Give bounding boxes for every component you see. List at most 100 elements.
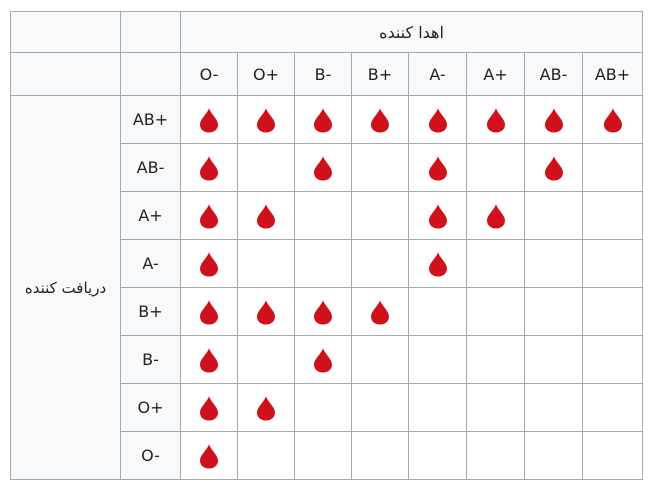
compatible-cell bbox=[294, 95, 352, 144]
empty-cell bbox=[524, 335, 583, 384]
blood-drop-icon bbox=[314, 299, 332, 324]
compatible-cell bbox=[180, 431, 238, 480]
donor-type-AB-neg: AB- bbox=[524, 52, 583, 96]
donor-type-O-neg: O- bbox=[180, 52, 238, 96]
empty-cell bbox=[408, 335, 467, 384]
blood-drop-icon bbox=[486, 107, 505, 132]
blood-drop-icon bbox=[257, 395, 275, 420]
empty-cell bbox=[524, 383, 583, 432]
table-row: A- bbox=[11, 239, 643, 288]
empty-cell bbox=[351, 191, 409, 240]
table-row: دریافت کننده AB+ bbox=[10, 95, 643, 480]
header-row-donor-types: O- O+ B- B+ A- A+ AB- AB+ bbox=[10, 52, 643, 96]
donor-type-AB-pos: AB+ bbox=[582, 52, 643, 96]
blood-drop-icon bbox=[371, 107, 389, 132]
blood-drop-icon bbox=[257, 299, 275, 324]
blood-drop-icon bbox=[314, 107, 332, 132]
corner-cell bbox=[120, 11, 181, 53]
blood-drop-icon bbox=[200, 107, 218, 132]
table-row: AB- bbox=[11, 143, 643, 192]
donor-type-A-pos: A+ bbox=[466, 52, 525, 96]
blood-drop-icon bbox=[544, 155, 563, 180]
compatible-cell bbox=[180, 383, 238, 432]
empty-cell bbox=[466, 383, 525, 432]
recipient-type: A+ bbox=[120, 191, 181, 240]
compatible-cell bbox=[408, 239, 467, 288]
empty-cell bbox=[351, 239, 409, 288]
empty-cell bbox=[237, 143, 295, 192]
compatible-cell bbox=[180, 143, 238, 192]
compatible-cell bbox=[524, 143, 583, 192]
blood-drop-icon bbox=[200, 251, 218, 276]
compatible-cell bbox=[237, 383, 295, 432]
donor-type-A-neg: A- bbox=[408, 52, 467, 96]
recipient-type: O- bbox=[120, 431, 181, 480]
empty-cell bbox=[582, 287, 643, 336]
corner-cell bbox=[10, 52, 121, 96]
empty-cell bbox=[408, 287, 467, 336]
empty-cell bbox=[582, 191, 643, 240]
empty-cell bbox=[351, 143, 409, 192]
compatible-cell bbox=[180, 287, 238, 336]
empty-cell bbox=[524, 239, 583, 288]
blood-drop-icon bbox=[314, 347, 332, 372]
blood-drop-icon bbox=[428, 251, 447, 276]
compatible-cell bbox=[408, 143, 467, 192]
compatible-cell bbox=[351, 95, 409, 144]
compatible-cell bbox=[524, 95, 583, 144]
empty-cell bbox=[524, 191, 583, 240]
compatible-cell bbox=[237, 191, 295, 240]
corner-cell bbox=[10, 11, 121, 53]
blood-drop-icon bbox=[428, 107, 447, 132]
blood-drop-icon bbox=[200, 155, 218, 180]
compatible-cell bbox=[466, 95, 525, 144]
compatible-cell bbox=[351, 287, 409, 336]
compatible-cell bbox=[408, 191, 467, 240]
empty-cell bbox=[351, 335, 409, 384]
blood-drop-icon bbox=[200, 395, 218, 420]
empty-cell bbox=[237, 431, 295, 480]
recipient-type: B+ bbox=[120, 287, 181, 336]
blood-drop-icon bbox=[486, 203, 505, 228]
blood-drop-icon bbox=[257, 107, 275, 132]
blood-drop-icon bbox=[428, 203, 447, 228]
empty-cell bbox=[582, 383, 643, 432]
empty-cell bbox=[294, 383, 352, 432]
compatible-cell bbox=[466, 191, 525, 240]
empty-cell bbox=[466, 239, 525, 288]
compatible-cell bbox=[237, 95, 295, 144]
blood-drop-icon bbox=[544, 107, 563, 132]
blood-drop-icon bbox=[200, 203, 218, 228]
recipient-type: B- bbox=[120, 335, 181, 384]
compatible-cell bbox=[180, 95, 238, 144]
donor-type-B-neg: B- bbox=[294, 52, 352, 96]
empty-cell bbox=[237, 335, 295, 384]
compatible-cell bbox=[180, 239, 238, 288]
empty-cell bbox=[408, 431, 467, 480]
compatible-cell bbox=[294, 143, 352, 192]
empty-cell bbox=[524, 287, 583, 336]
table-row: B+ bbox=[11, 287, 643, 336]
compatible-cell bbox=[180, 191, 238, 240]
recipient-type: O+ bbox=[120, 383, 181, 432]
empty-cell bbox=[466, 431, 525, 480]
blood-drop-icon bbox=[428, 155, 447, 180]
empty-cell bbox=[582, 143, 643, 192]
blood-drop-icon bbox=[200, 347, 218, 372]
blood-drop-icon bbox=[200, 443, 218, 468]
empty-cell bbox=[466, 287, 525, 336]
compatible-cell bbox=[582, 95, 643, 144]
empty-cell bbox=[294, 239, 352, 288]
empty-cell bbox=[466, 335, 525, 384]
blood-drop-icon bbox=[257, 203, 275, 228]
compatible-cell bbox=[408, 95, 467, 144]
table-row: O- bbox=[11, 431, 643, 480]
empty-cell bbox=[466, 143, 525, 192]
empty-cell bbox=[351, 383, 409, 432]
donor-type-B-pos: B+ bbox=[351, 52, 409, 96]
compatible-cell bbox=[180, 335, 238, 384]
recipient-header: دریافت کننده bbox=[10, 95, 121, 480]
empty-cell bbox=[351, 431, 409, 480]
compatible-cell bbox=[294, 335, 352, 384]
empty-cell bbox=[408, 383, 467, 432]
